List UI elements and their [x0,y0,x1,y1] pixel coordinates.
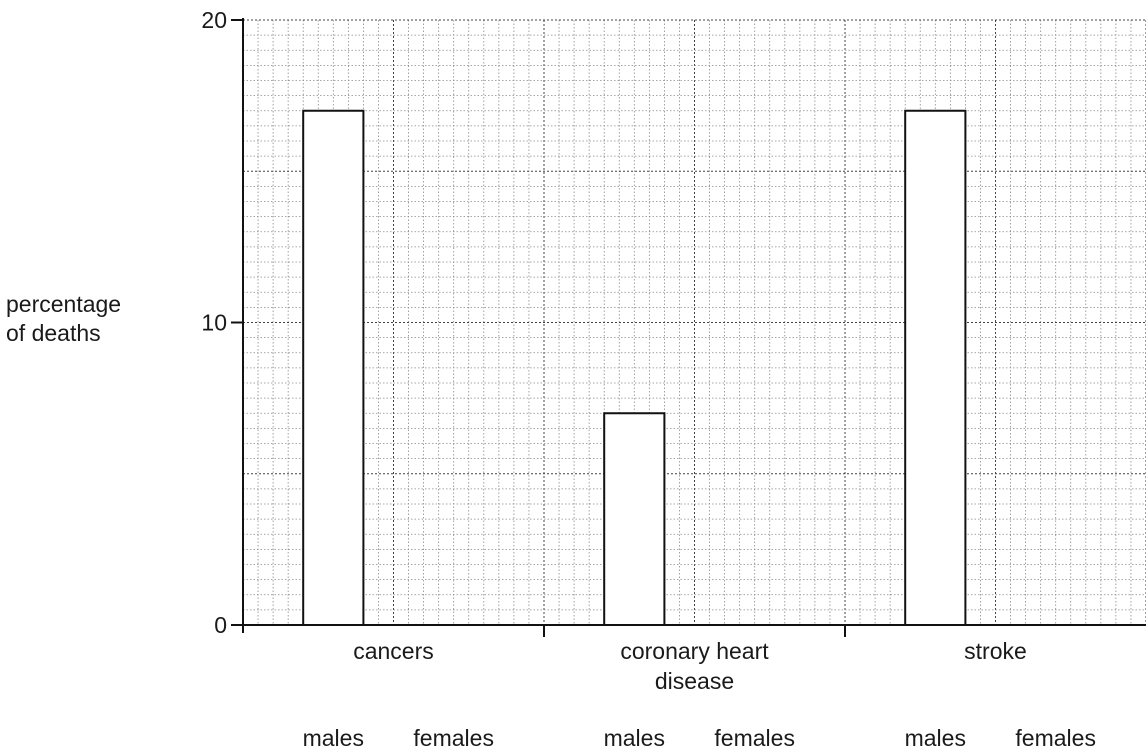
chart-bars [302,109,967,626]
y-tick-label: 0 [214,612,227,638]
x-category-label: cancers [353,638,434,664]
chart-grid [243,19,1146,625]
chart-axes [231,18,1146,637]
x-sub-label-females: females [1015,725,1096,751]
x-sub-label-males: males [604,725,665,751]
y-tick-label: 10 [201,310,227,336]
x-category-label: coronary heart [620,638,769,664]
bar-males-2 [904,109,967,626]
bar-males-0 [302,109,365,626]
x-sub-label-females: females [413,725,494,751]
x-sub-label-males: males [905,725,966,751]
x-category-label: disease [655,668,734,694]
y-axis-label-line-2: of deaths [6,320,101,346]
bar-males-1 [603,412,666,626]
x-category-label: stroke [964,638,1027,664]
y-axis-label-line-1: percentage [6,291,122,317]
x-sub-label-males: males [303,725,364,751]
x-sub-label-females: females [714,725,795,751]
chart-labels: 0 10 20 cancers males females coronary heart di… [201,7,1096,751]
y-axis-label: percentage of deaths [6,290,176,348]
y-tick-label: 20 [201,7,227,33]
